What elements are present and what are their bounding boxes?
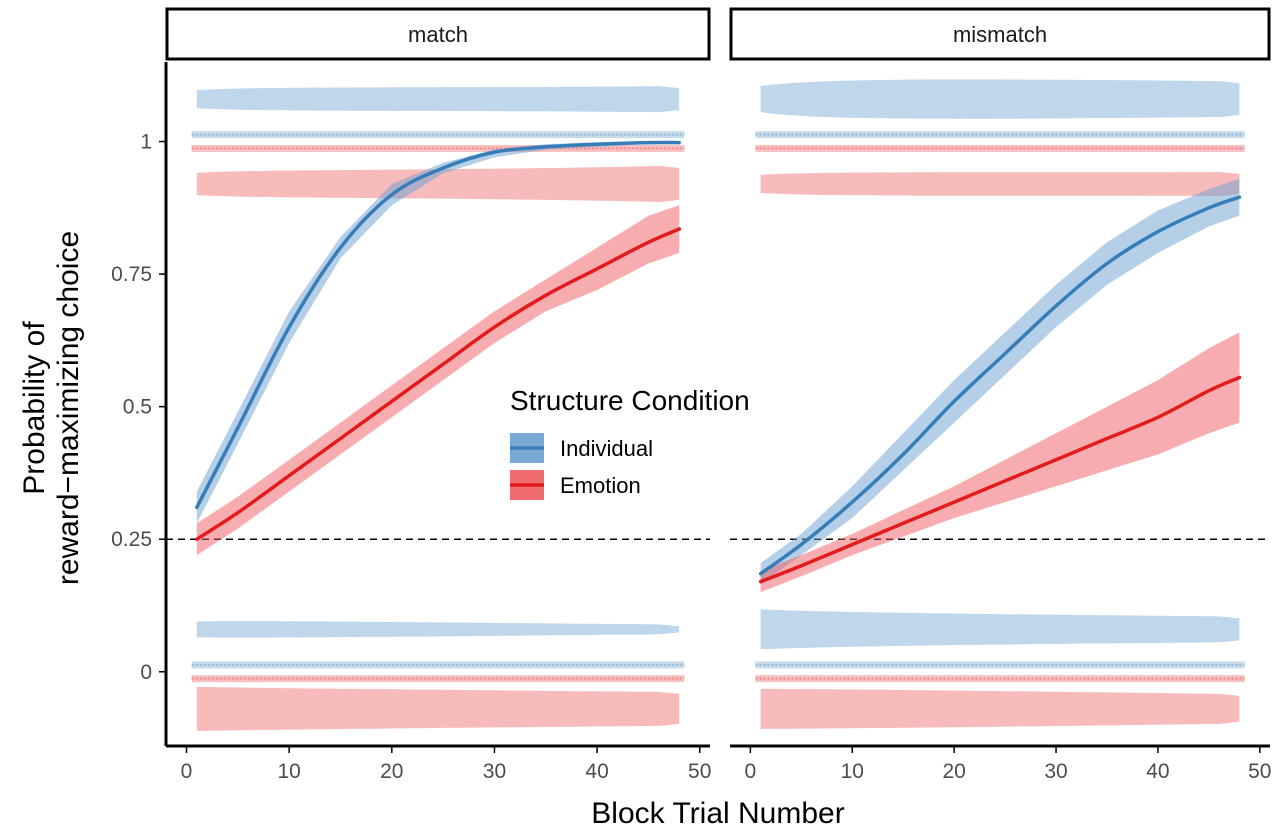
ci-ribbon-emotion-match	[196, 205, 680, 556]
raw-data-layer	[755, 79, 1245, 729]
jitter-strip-2	[191, 661, 685, 669]
legend-label-individual: Individual	[560, 436, 653, 461]
raw-data-layer	[191, 86, 685, 731]
jitter-strip-3	[191, 675, 685, 683]
ci-ribbon-individual-match	[196, 141, 680, 524]
y-tick-label: 1	[140, 131, 152, 154]
x-tick-label: 30	[483, 760, 506, 783]
y-tick-label: 0.75	[111, 263, 152, 286]
y-tick-label: 0.25	[111, 528, 152, 551]
jitter-strip-0	[755, 131, 1245, 139]
x-tick-label: 10	[841, 760, 864, 783]
y-axis-title-line-1: Probability of	[18, 321, 51, 495]
x-axis-title: Block Trial Number	[591, 797, 844, 830]
violin-band-0	[760, 79, 1240, 119]
y-tick-label: 0	[140, 661, 152, 684]
jitter-strip-0	[191, 131, 685, 139]
violin-band-2	[196, 621, 680, 638]
x-tick-label: 0	[181, 760, 193, 783]
facet-strip-match	[165, 7, 711, 61]
violin-band-2	[760, 609, 1240, 650]
x-tick-label: 0	[745, 760, 757, 783]
violin-band-1	[760, 171, 1240, 196]
ci-ribbon-individual-mismatch	[760, 178, 1240, 585]
facet-label-mismatch: mismatch	[953, 22, 1047, 47]
violin-band-1	[196, 165, 680, 202]
legend-label-emotion: Emotion	[560, 473, 641, 498]
y-tick-label: 0.5	[123, 396, 152, 419]
jitter-strip-3	[755, 675, 1245, 683]
y-axis-title-line-2: reward−maximizing choice	[52, 231, 85, 585]
violin-band-0	[196, 86, 680, 113]
x-tick-label: 40	[585, 760, 608, 783]
facet-label-match: match	[408, 22, 468, 47]
x-tick-label: 10	[277, 760, 300, 783]
violin-band-3	[760, 688, 1240, 729]
legend: Structure Condition Individual Emotion	[510, 385, 750, 500]
series-line-emotion-mismatch	[758, 375, 1242, 584]
y-axis-title: Probability of reward−maximizing choice	[18, 231, 85, 585]
x-tick-label: 50	[1248, 760, 1271, 783]
jitter-strip-1	[755, 144, 1245, 152]
x-tick-label: 40	[1146, 760, 1169, 783]
jitter-strip-1	[191, 144, 685, 152]
x-tick-label: 20	[380, 760, 403, 783]
legend-title: Structure Condition	[510, 385, 750, 416]
series-line-individual-match	[195, 140, 681, 510]
x-tick-label: 20	[942, 760, 965, 783]
series-line-individual-mismatch	[758, 195, 1242, 576]
jitter-strip-2	[755, 661, 1245, 669]
x-tick-label: 30	[1044, 760, 1067, 783]
ci-ribbon-emotion-mismatch	[760, 332, 1240, 593]
series-line-emotion-match	[195, 227, 681, 541]
facet-strip-mismatch	[729, 7, 1271, 61]
violin-band-3	[196, 686, 680, 731]
x-tick-label: 50	[688, 760, 711, 783]
